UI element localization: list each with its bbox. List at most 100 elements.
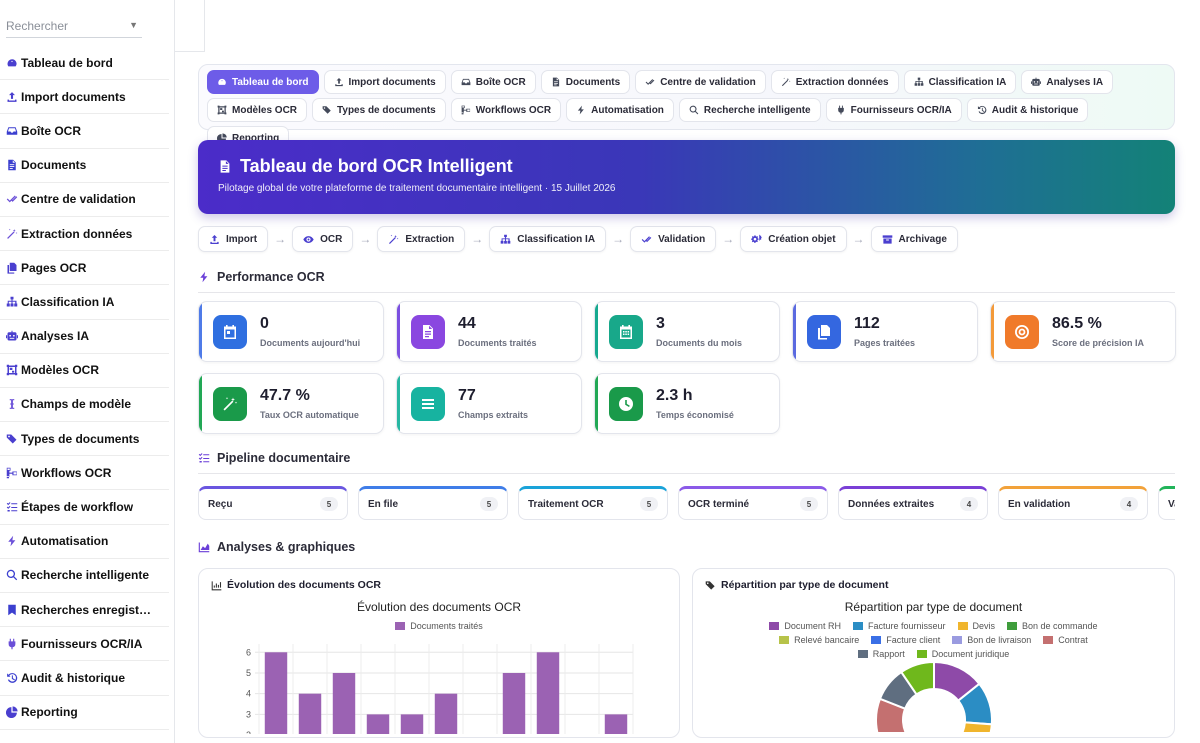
- text-cursor-icon: [5, 397, 19, 411]
- legend-item[interactable]: Relevé bancaire: [779, 635, 859, 645]
- sidebar-item-centre-de-validation[interactable]: Centre de validation: [0, 183, 169, 217]
- step-import[interactable]: Import: [198, 226, 269, 252]
- pipeline-stage[interactable]: Va: [1158, 486, 1175, 520]
- magic-wand-icon: [5, 227, 19, 241]
- step-label: Création objet: [768, 233, 836, 245]
- tab-recherche-intelligente[interactable]: Recherche intelligente: [678, 98, 821, 122]
- tab-types-de-documents[interactable]: Types de documents: [312, 98, 446, 122]
- tab-tableau-de-bord[interactable]: Tableau de bord: [207, 70, 319, 94]
- sidebar-item-workflows-ocr[interactable]: Workflows OCR: [0, 456, 169, 491]
- bar[interactable]: [264, 652, 288, 734]
- tab-fournisseurs-ocr-ia[interactable]: Fournisseurs OCR/IA: [825, 98, 962, 122]
- bar[interactable]: [366, 714, 390, 734]
- sidebar-item-tableau-de-bord[interactable]: Tableau de bord: [0, 46, 169, 81]
- bar[interactable]: [604, 714, 628, 734]
- pipeline-stage[interactable]: OCR terminé 5: [678, 486, 828, 520]
- bar[interactable]: [536, 652, 560, 734]
- sidebar-item-audit-historique[interactable]: Audit & historique: [0, 661, 169, 696]
- sidebar-item-analyses-ia[interactable]: Analyses IA: [0, 320, 169, 354]
- sidebar-item-boite-ocr[interactable]: Boîte OCR: [0, 114, 169, 149]
- tab-label: Modèles OCR: [232, 104, 298, 116]
- sidebar-item-classification-ia[interactable]: Classification IA: [0, 285, 169, 320]
- pipeline-stage[interactable]: En file 5: [358, 486, 508, 520]
- step-ocr[interactable]: OCR: [292, 226, 354, 252]
- sidebar-item-modeles-ocr[interactable]: Modèles OCR: [0, 354, 169, 388]
- sidebar-item-pages-ocr[interactable]: Pages OCR: [0, 251, 169, 286]
- bar[interactable]: [332, 672, 356, 734]
- search-input[interactable]: [6, 14, 126, 33]
- sidebar-item-label: Centre de validation: [21, 192, 136, 207]
- file-icon: [5, 158, 19, 172]
- sidebar-item-recherches-enregistrees[interactable]: Recherches enregist…: [0, 593, 169, 628]
- pipeline-stage[interactable]: Traitement OCR 5: [518, 486, 668, 520]
- tab-analyses-ia[interactable]: Analyses IA: [1021, 70, 1114, 94]
- tab-centre-de-validation[interactable]: Centre de validation: [635, 70, 766, 94]
- legend-item[interactable]: Facture fournisseur: [852, 621, 946, 631]
- legend-item[interactable]: Document RH: [769, 621, 841, 631]
- sidebar-item-import-documents[interactable]: Import documents: [0, 80, 169, 115]
- legend-item[interactable]: Documents traités: [395, 621, 483, 631]
- plug-icon: [5, 637, 19, 651]
- tab-automatisation[interactable]: Automatisation: [566, 98, 674, 122]
- sidebar-item-label: Import documents: [21, 89, 126, 104]
- pipeline-stage-label: En validation: [1008, 498, 1071, 510]
- bar[interactable]: [502, 672, 526, 734]
- sidebar-item-label: Boîte OCR: [21, 123, 81, 138]
- legend-item[interactable]: Bon de commande: [1007, 621, 1098, 631]
- sidebar-item-automatisation[interactable]: Automatisation: [0, 525, 169, 559]
- step-extraction[interactable]: Extraction: [377, 226, 466, 252]
- legend-item[interactable]: Facture client: [871, 635, 940, 645]
- tab-workflows-ocr[interactable]: Workflows OCR: [450, 98, 562, 122]
- pie-slice[interactable]: [899, 662, 935, 696]
- chevron-down-icon[interactable]: ▼: [129, 20, 138, 30]
- pipeline-stage[interactable]: En validation 4: [998, 486, 1148, 520]
- sidebar-item-recherche-intelligente[interactable]: Recherche intelligente: [0, 559, 169, 593]
- step-archivage[interactable]: Archivage: [870, 226, 958, 252]
- tab-boite-ocr[interactable]: Boîte OCR: [450, 70, 536, 94]
- tab-modeles-ocr[interactable]: Modèles OCR: [207, 98, 308, 122]
- tab-import-documents[interactable]: Import documents: [323, 70, 446, 94]
- pie-slice[interactable]: [958, 721, 993, 732]
- pipeline-stage[interactable]: Reçu 5: [198, 486, 348, 520]
- tab-audit-historique[interactable]: Audit & historique: [966, 98, 1089, 122]
- pipeline-stage[interactable]: Données extraites 4: [838, 486, 988, 520]
- bolt-icon: [576, 105, 586, 115]
- legend-item[interactable]: Contrat: [1043, 635, 1088, 645]
- kpi-text: 47.7 % Taux OCR automatique: [260, 387, 359, 420]
- bar[interactable]: [434, 693, 458, 734]
- kpi-label: Temps économisé: [656, 410, 734, 420]
- step-creation-objet[interactable]: Création objet: [740, 226, 847, 252]
- legend-item[interactable]: Document juridique: [916, 649, 1010, 659]
- sidebar-item-types-de-documents[interactable]: Types de documents: [0, 422, 169, 457]
- bar[interactable]: [298, 693, 322, 734]
- sidebar-item-extraction-donnees[interactable]: Extraction données: [0, 217, 169, 252]
- legend-swatch: [1043, 636, 1054, 644]
- list-check-icon: [198, 452, 210, 464]
- sidebar-item-champs-de-modele[interactable]: Champs de modèle: [0, 388, 169, 423]
- sidebar-item-label: Modèles OCR: [21, 363, 100, 378]
- step-validation[interactable]: Validation: [630, 226, 717, 252]
- file-icon: [218, 158, 232, 175]
- tab-classification-ia[interactable]: Classification IA: [903, 70, 1017, 94]
- pipeline-stage-count: 5: [480, 497, 498, 511]
- tab-label: Documents: [565, 76, 621, 88]
- bar[interactable]: [400, 714, 424, 734]
- step-classification-ia[interactable]: Classification IA: [489, 226, 607, 252]
- y-tick-label: 6: [246, 647, 251, 657]
- legend-item[interactable]: Rapport: [857, 649, 905, 659]
- upload-icon: [5, 90, 19, 104]
- search-icon: [689, 105, 699, 115]
- legend-label: Document juridique: [931, 649, 1010, 659]
- tab-documents[interactable]: Documents: [540, 70, 631, 94]
- sidebar-item-documents[interactable]: Documents: [0, 149, 169, 183]
- legend-item[interactable]: Devis: [957, 621, 995, 631]
- sidebar-item-etapes-de-workflow[interactable]: Étapes de workflow: [0, 490, 169, 525]
- sidebar-search[interactable]: ▼: [6, 14, 142, 38]
- tab-extraction-donnees[interactable]: Extraction données: [770, 70, 899, 94]
- pipeline-stage-label: OCR terminé: [688, 498, 750, 510]
- legend-item[interactable]: Bon de livraison: [952, 635, 1031, 645]
- pipeline-strip[interactable]: Reçu 5 En file 5 Traitement OCR 5 OCR terminé 5…: [198, 486, 1175, 522]
- sidebar-item-reporting[interactable]: Reporting: [0, 696, 169, 730]
- sidebar-item-fournisseurs-ocr-ia[interactable]: Fournisseurs OCR/IA: [0, 627, 169, 662]
- robot-icon: [5, 329, 19, 343]
